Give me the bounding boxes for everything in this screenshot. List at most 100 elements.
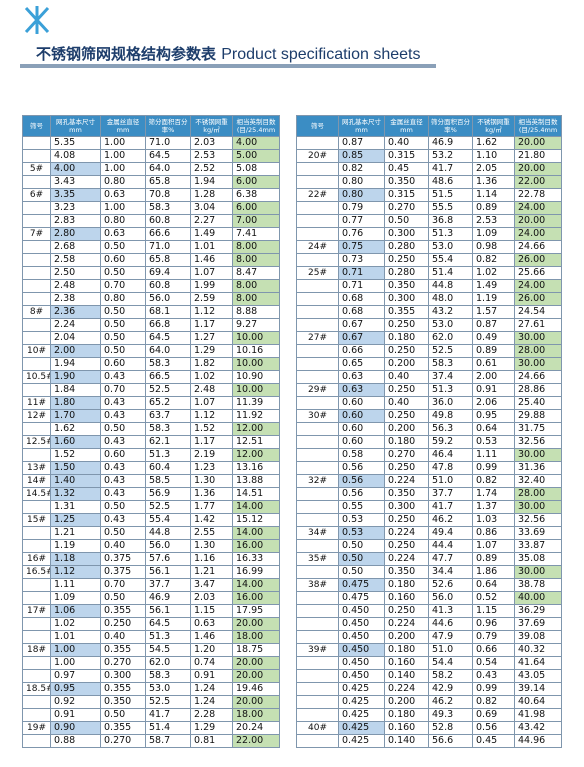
cell: 0.40 [384,370,429,384]
row: 2.58 0.60 65.8 1.46 8.00 [22,253,280,267]
cell: 1.16 [190,552,233,566]
cell: 44.6 [428,617,473,631]
row: 22# 0.80 0.315 51.5 1.14 22.78 [296,188,562,202]
cell: 10.16 [232,344,280,358]
cell: 0.98 [472,240,515,254]
cell: 58.5 [145,474,191,488]
cell: 0.43 [100,435,146,449]
cell: 0.60 [338,422,385,436]
cell: 0.56 [338,461,385,475]
cell: 0.81 [190,734,233,748]
cell: 40.32 [514,643,562,657]
cell: 0.160 [384,591,429,605]
cell: 0.180 [384,643,429,657]
cell: 37.7 [428,487,473,501]
cell: 53.0 [428,240,473,254]
cell: 0.90 [50,721,101,735]
cell: 0.64 [472,422,515,436]
cell: 1.02 [472,266,515,280]
row: 0.68 0.355 43.2 1.57 24.54 [296,305,562,319]
cell: 12.00 [232,422,280,436]
cell [296,136,339,150]
cell: 0.50 [100,318,146,332]
cell: 1.52 [190,422,233,436]
cell: 20.00 [232,617,280,631]
cell [296,669,339,683]
row: 0.91 0.50 41.7 2.28 18.00 [22,708,280,722]
cell: 54.4 [428,656,473,670]
row: 0.97 0.300 58.3 0.91 20.00 [22,669,280,683]
cell: 1.82 [190,357,233,371]
cell: 1.10 [472,149,515,163]
cell: 0.55 [338,500,385,514]
cell: 66.6 [145,227,191,241]
cell: 51.4 [145,721,191,735]
cell: 11.92 [232,409,280,423]
cell: 58.3 [145,422,191,436]
cell [296,617,339,631]
row: 1.00 0.270 62.0 0.74 20.00 [22,656,280,670]
cell: 41.7 [145,708,191,722]
cell: 1.49 [472,279,515,293]
row: 2.68 0.50 71.0 1.01 8.00 [22,240,280,254]
cell: 0.140 [384,734,429,748]
cell: 0.82 [472,253,515,267]
cell: 0.50 [100,240,146,254]
cell: 2.59 [190,292,233,306]
cell: 1.94 [190,175,233,189]
cell: 0.140 [384,669,429,683]
cell [22,136,51,150]
cell: 1.00 [100,149,146,163]
cell: 51.3 [428,383,473,397]
cell [296,656,339,670]
cell: 0.250 [384,604,429,618]
cell: 0.250 [384,513,429,527]
cell: 2.80 [50,227,101,241]
row: 0.87 0.40 46.9 1.62 20.00 [296,136,562,150]
cell: 0.43 [100,487,146,501]
cell: 33.87 [514,539,562,553]
cell: 0.160 [384,721,429,735]
cell: 10.00 [232,357,280,371]
column-header: 金属丝直径mm [384,115,429,137]
cell: 51.0 [428,643,473,657]
cell: 41.7 [428,500,473,514]
cell: 0.250 [384,318,429,332]
cell: 0.91 [472,383,515,397]
cell: 0.50 [100,344,146,358]
cell: 64.0 [145,344,191,358]
cell: 2.50 [50,266,101,280]
cell: 56.6 [428,734,473,748]
cell: 0.65 [338,357,385,371]
cell [296,734,339,748]
cell: 36.8 [428,214,473,228]
cell: 0.40 [100,539,146,553]
cell: 2.52 [190,162,233,176]
cell: 4.00 [50,162,101,176]
cell: 0.200 [384,357,429,371]
cell: 0.50 [100,305,146,319]
cell [296,487,339,501]
cell: 1.46 [190,630,233,644]
cell: 13.16 [232,461,280,475]
cell: 39.14 [514,682,562,696]
cell: 0.95 [50,682,101,696]
cell: 11# [22,396,51,410]
row: 0.60 0.180 59.2 0.53 32.56 [296,435,562,449]
cell: 0.43 [472,669,515,683]
cell: 10.00 [232,383,280,397]
cell: 16.5# [22,565,51,579]
cell: 0.40 [100,630,146,644]
row: 10# 2.00 0.50 64.0 1.29 10.16 [22,344,280,358]
cell: 0.91 [190,669,233,683]
cell: 56.1 [145,604,191,618]
cell: 0.87 [338,136,385,150]
cell: 0.315 [384,149,429,163]
cell: 0.88 [50,734,101,748]
row: 0.63 0.40 37.4 2.00 24.66 [296,370,562,384]
cell: 59.2 [428,435,473,449]
cell: 0.92 [50,695,101,709]
cell: 44.8 [428,279,473,293]
cell: 52.5 [145,500,191,514]
cell: 0.53 [338,513,385,527]
